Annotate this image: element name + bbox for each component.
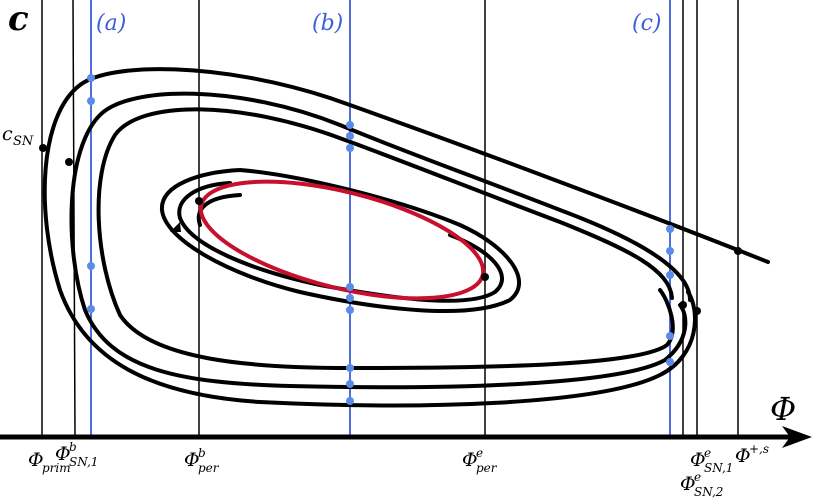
x-label-base: Φ — [28, 449, 44, 471]
section-label: (c) — [632, 11, 662, 36]
spiral-orbits — [42, 67, 770, 408]
section-label: (b) — [312, 11, 343, 36]
periodic-orbit — [198, 179, 486, 301]
x-label-base: Φ — [690, 449, 706, 471]
x-label-sub: per — [476, 461, 498, 475]
black-points — [39, 144, 742, 315]
curve-label: c — [2, 123, 13, 145]
x-label-sup: b — [198, 446, 206, 460]
x-label-base: Φ — [184, 449, 200, 471]
blue-points — [87, 74, 674, 405]
x-label-sub: prim — [42, 461, 71, 475]
x-label-sup: e — [704, 446, 711, 460]
x-label-sup: e — [694, 470, 701, 484]
x-label-sub: SN,1 — [704, 461, 733, 475]
x-axis — [0, 426, 812, 448]
section-label: (a) — [96, 11, 126, 36]
x-label-base: Φ — [680, 473, 696, 495]
x-axis-label: Φ — [770, 390, 796, 428]
x-label-base: Φ — [55, 443, 71, 465]
x-label-sup: b — [69, 440, 77, 454]
x-label-sup: e — [476, 446, 483, 460]
x-label-base: Φ — [462, 449, 478, 471]
curve-label-sub: SN — [13, 134, 34, 149]
x-label-sup: +,s — [749, 442, 769, 456]
x-label-sub: per — [198, 461, 220, 475]
x-label-sub: SN,1 — [69, 455, 98, 469]
x-label-base: Φ — [735, 445, 751, 467]
y-axis-label: c — [8, 0, 29, 39]
x-label-sub: SN,2 — [694, 485, 723, 499]
